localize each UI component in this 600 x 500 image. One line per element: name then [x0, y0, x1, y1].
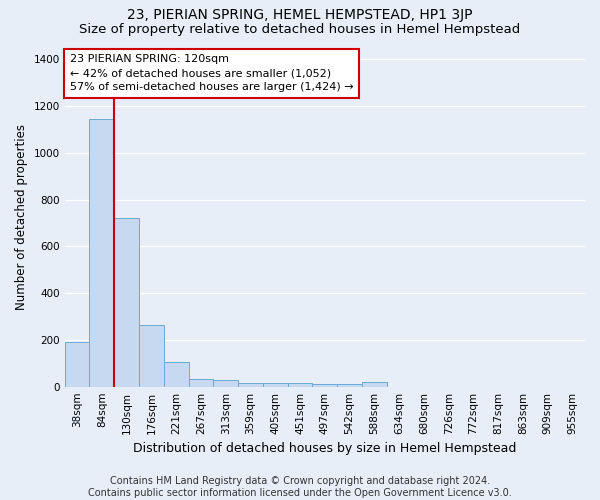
- Text: Contains HM Land Registry data © Crown copyright and database right 2024.
Contai: Contains HM Land Registry data © Crown c…: [88, 476, 512, 498]
- Text: 23, PIERIAN SPRING, HEMEL HEMPSTEAD, HP1 3JP: 23, PIERIAN SPRING, HEMEL HEMPSTEAD, HP1…: [127, 8, 473, 22]
- Bar: [65, 342, 89, 386]
- X-axis label: Distribution of detached houses by size in Hemel Hempstead: Distribution of detached houses by size …: [133, 442, 517, 455]
- Bar: [313, 384, 337, 386]
- Y-axis label: Number of detached properties: Number of detached properties: [15, 124, 28, 310]
- Bar: [164, 362, 188, 386]
- Bar: [188, 379, 214, 386]
- Bar: [89, 119, 114, 386]
- Bar: [214, 380, 238, 386]
- Text: 23 PIERIAN SPRING: 120sqm
← 42% of detached houses are smaller (1,052)
57% of se: 23 PIERIAN SPRING: 120sqm ← 42% of detac…: [70, 54, 353, 92]
- Bar: [287, 384, 313, 386]
- Bar: [238, 383, 263, 386]
- Bar: [337, 384, 362, 386]
- Bar: [139, 324, 164, 386]
- Bar: [114, 218, 139, 386]
- Text: Size of property relative to detached houses in Hemel Hempstead: Size of property relative to detached ho…: [79, 22, 521, 36]
- Bar: [362, 382, 387, 386]
- Bar: [263, 384, 287, 386]
